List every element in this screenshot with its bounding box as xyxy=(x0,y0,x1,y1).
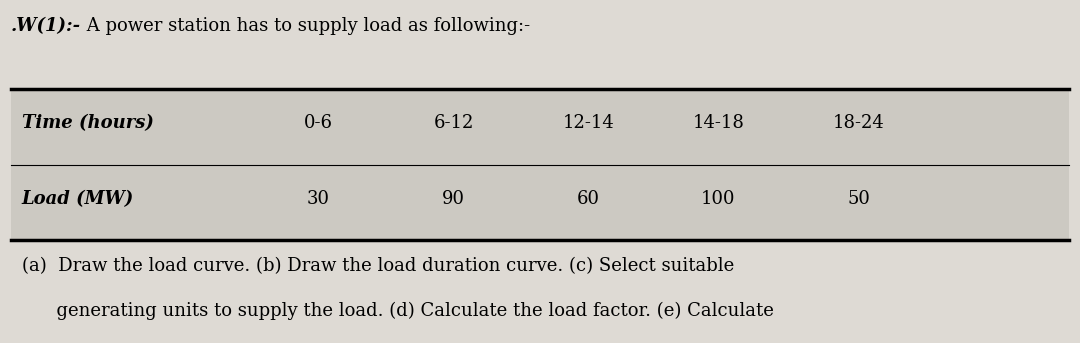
Text: .W(1):-: .W(1):- xyxy=(11,17,81,35)
Text: generating units to supply the load. (d) Calculate the load factor. (e) Calculat: generating units to supply the load. (d)… xyxy=(22,302,773,320)
Text: 18-24: 18-24 xyxy=(833,115,885,132)
Text: 14-18: 14-18 xyxy=(692,115,744,132)
Text: 100: 100 xyxy=(701,190,735,208)
Text: 60: 60 xyxy=(577,190,600,208)
Text: 90: 90 xyxy=(442,190,465,208)
Text: 50: 50 xyxy=(847,190,870,208)
Bar xyxy=(11,89,1069,240)
Text: 0-6: 0-6 xyxy=(305,115,333,132)
Text: 12-14: 12-14 xyxy=(563,115,615,132)
Text: Load (MW): Load (MW) xyxy=(22,190,134,208)
Text: 30: 30 xyxy=(307,190,330,208)
Text: (a)  Draw the load curve. (b) Draw the load duration curve. (c) Select suitable: (a) Draw the load curve. (b) Draw the lo… xyxy=(22,257,733,275)
Text: Time (hours): Time (hours) xyxy=(22,115,153,132)
Text: 6-12: 6-12 xyxy=(433,115,474,132)
Text: A power station has to supply load as following:-: A power station has to supply load as fo… xyxy=(81,17,530,35)
